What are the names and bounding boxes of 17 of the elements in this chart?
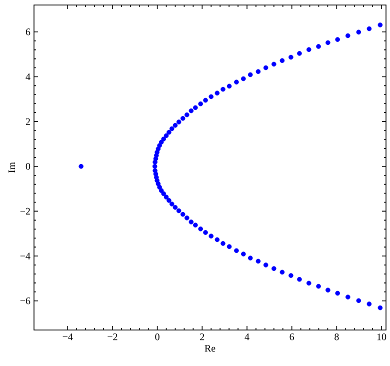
y-tick-label: 2 [26, 118, 30, 125]
y-tick-label: 0 [26, 163, 30, 170]
x-tick-label: −2 [108, 334, 118, 340]
y-tick-label: 6 [26, 28, 30, 36]
x-tick-label: 10 [377, 334, 386, 340]
y-tick-label: 4 [26, 73, 30, 80]
y-tick-label: −2 [20, 208, 30, 215]
x-axis-title: Re [204, 345, 216, 352]
y-tick-label: −6 [20, 298, 30, 304]
x-tick-label: −4 [62, 334, 73, 340]
y-axis-title: Im [8, 162, 16, 173]
x-tick-label: 2 [200, 334, 204, 340]
y-tick-label: −4 [20, 252, 30, 260]
x-tick-label: 0 [155, 334, 160, 340]
x-tick-label: 8 [334, 334, 339, 340]
x-tick-label: 4 [244, 334, 250, 340]
x-tick-label: 6 [290, 334, 294, 340]
